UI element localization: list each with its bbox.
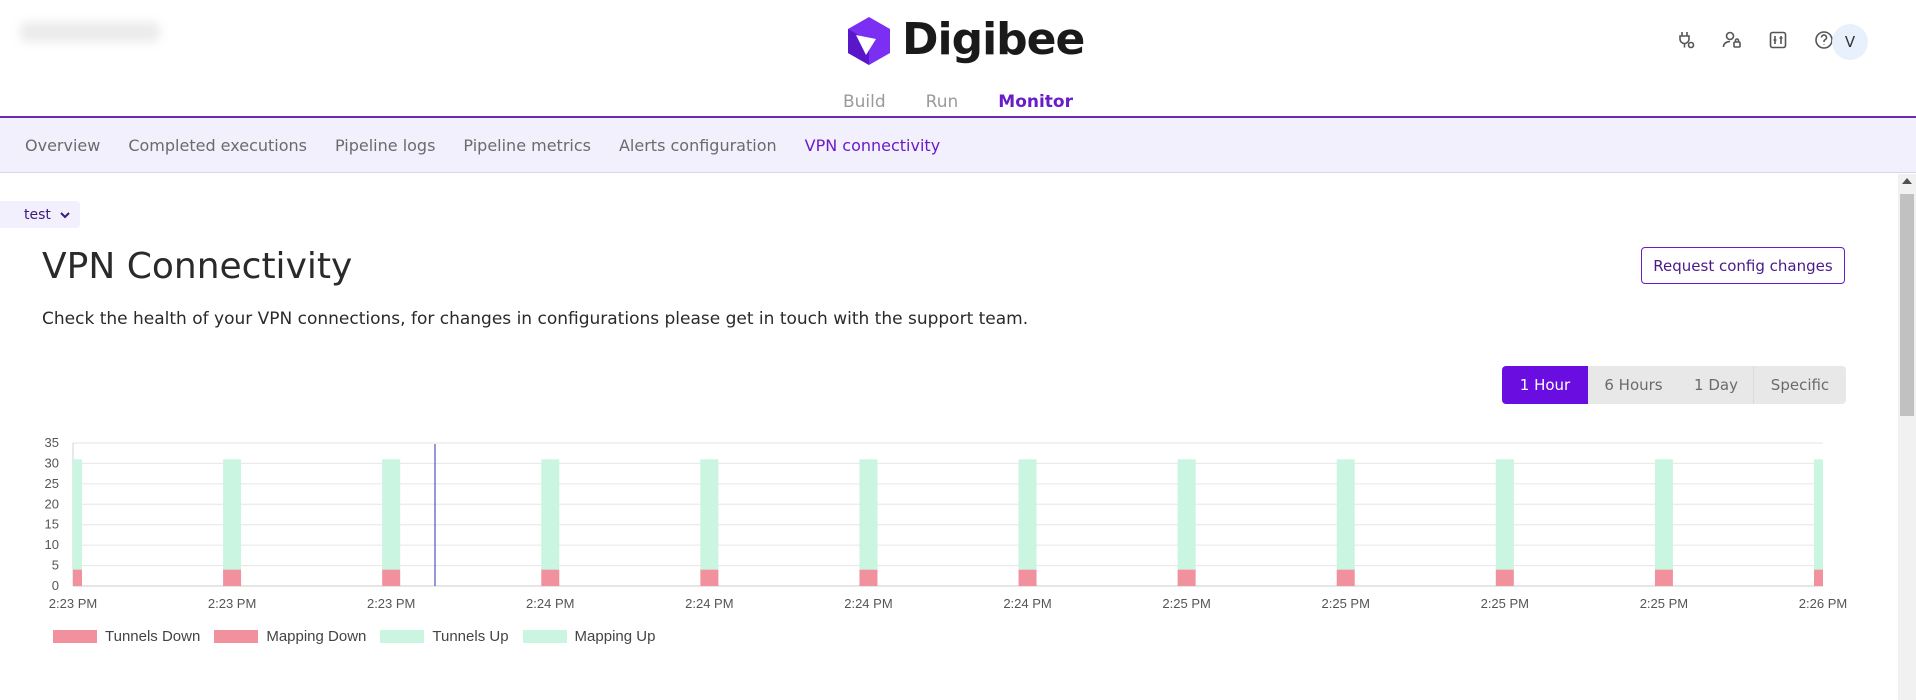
bar-tunnels-up [223, 459, 242, 570]
bar-tunnels-down [1177, 569, 1196, 586]
plug-settings-icon[interactable] [1674, 28, 1698, 52]
y-tick-label: 30 [45, 455, 59, 470]
legend-item[interactable]: Mapping Up [522, 628, 656, 645]
bar-tunnels-down [1495, 569, 1514, 586]
brand-name: Digibee [902, 14, 1085, 65]
bar-tunnels-up [700, 459, 719, 570]
blurred-realm-name [20, 22, 160, 42]
x-tick-label: 2:24 PM [844, 596, 892, 611]
page-description: Check the health of your VPN connections… [42, 309, 1029, 329]
bar-tunnels-up [1336, 459, 1355, 570]
digibee-logo-icon [848, 16, 890, 65]
legend-swatch [522, 630, 567, 643]
chevron-down-icon [60, 211, 70, 218]
tabs-divider [0, 116, 1916, 118]
scrollbar-thumb[interactable] [1900, 194, 1914, 416]
legend-label: Tunnels Up [432, 628, 509, 645]
avatar[interactable]: V [1832, 24, 1868, 60]
range-6-hours-button[interactable]: 6 Hours [1588, 366, 1679, 404]
bar-tunnels-up [382, 459, 401, 570]
range-specific-button[interactable]: Specific [1753, 366, 1846, 404]
bar-tunnels-down [859, 569, 878, 586]
bar-tunnels-down [1814, 569, 1823, 586]
x-tick-label: 2:24 PM [1003, 596, 1051, 611]
y-tick-label: 15 [45, 517, 59, 532]
tab-monitor[interactable]: Monitor [998, 92, 1073, 112]
legend-item[interactable]: Tunnels Up [380, 628, 509, 645]
bar-tunnels-up [1018, 459, 1037, 570]
subnav-item-alerts-configuration[interactable]: Alerts configuration [618, 135, 777, 155]
subnav-item-pipeline-logs[interactable]: Pipeline logs [334, 135, 436, 155]
x-tick-label: 2:24 PM [526, 596, 574, 611]
bar-tunnels-down [1336, 569, 1355, 586]
range-1-day-button[interactable]: 1 Day [1679, 366, 1753, 404]
x-tick-label: 2:25 PM [1322, 596, 1370, 611]
bar-tunnels-up [541, 459, 560, 570]
x-tick-label: 2:25 PM [1162, 596, 1210, 611]
digibee-logo[interactable]: Digibee [846, 14, 1085, 65]
subnav-item-overview[interactable]: Overview [25, 135, 101, 155]
subnav-item-pipeline-metrics[interactable]: Pipeline metrics [463, 135, 591, 155]
legend-item[interactable]: Tunnels Down [53, 628, 200, 645]
legend-swatch [53, 630, 97, 643]
environment-select[interactable]: test [0, 201, 80, 228]
legend-swatch [380, 630, 425, 643]
x-tick-label: 2:24 PM [685, 596, 733, 611]
monitor-subnav: Overview Completed executions Pipeline l… [0, 118, 1916, 173]
bar-tunnels-up [1654, 459, 1673, 570]
legend-item[interactable]: Mapping Down [214, 628, 366, 645]
bar-tunnels-up [1495, 459, 1514, 570]
bar-tunnels-up [1814, 459, 1823, 570]
x-tick-label: 2:25 PM [1640, 596, 1688, 611]
legend-label: Mapping Down [266, 628, 367, 645]
bar-tunnels-down [1018, 569, 1037, 586]
x-tick-label: 2:23 PM [367, 596, 415, 611]
tab-build[interactable]: Build [842, 92, 886, 112]
header-icons [1674, 28, 1836, 52]
panel-icon[interactable] [1766, 28, 1790, 52]
bar-tunnels-up [859, 459, 878, 570]
bar-tunnels-up [73, 459, 82, 570]
time-range-selector: 1 Hour 6 Hours 1 Day Specific [1502, 366, 1846, 404]
x-tick-label: 2:23 PM [49, 596, 97, 611]
chart-legend: Tunnels Down Mapping Down Tunnels Up Mappin… [53, 628, 655, 645]
environment-label: test [24, 206, 51, 223]
request-config-changes-button[interactable]: Request config changes [1641, 247, 1845, 284]
scroll-up-arrow-icon[interactable] [1902, 178, 1912, 184]
top-bar: Digibee V Build Run Monitor [0, 0, 1916, 118]
bar-tunnels-down [73, 569, 82, 586]
bar-tunnels-down [382, 569, 401, 586]
main-tabs: Build Run Monitor [0, 92, 1916, 112]
range-1-hour-button[interactable]: 1 Hour [1502, 366, 1588, 404]
tab-run[interactable]: Run [925, 92, 959, 112]
subnav-item-vpn-connectivity[interactable]: VPN connectivity [804, 135, 941, 155]
page-title: VPN Connectivity [42, 246, 353, 287]
y-tick-label: 0 [52, 578, 59, 593]
bar-tunnels-down [541, 569, 560, 586]
y-tick-label: 35 [45, 435, 59, 450]
x-tick-label: 2:25 PM [1481, 596, 1529, 611]
y-tick-label: 25 [45, 476, 59, 491]
legend-label: Mapping Up [574, 628, 656, 645]
legend-label: Tunnels Down [105, 628, 201, 645]
bar-tunnels-down [700, 569, 719, 586]
y-tick-label: 20 [45, 496, 59, 511]
bar-tunnels-up [1177, 459, 1196, 570]
bar-tunnels-down [223, 569, 242, 586]
y-tick-label: 5 [52, 558, 59, 573]
x-tick-label: 2:23 PM [208, 596, 256, 611]
vpn-connectivity-chart: 0 5 10 15 20 25 30 35 2:23 PM 2:23 PM 2:23 PM 2:24 … [45, 435, 1848, 611]
user-lock-icon[interactable] [1720, 28, 1744, 52]
y-tick-label: 10 [45, 537, 59, 552]
x-tick-label: 2:26 PM [1799, 596, 1847, 611]
subnav-item-completed-executions[interactable]: Completed executions [128, 135, 307, 155]
legend-swatch [214, 630, 259, 643]
bar-tunnels-down [1654, 569, 1673, 586]
